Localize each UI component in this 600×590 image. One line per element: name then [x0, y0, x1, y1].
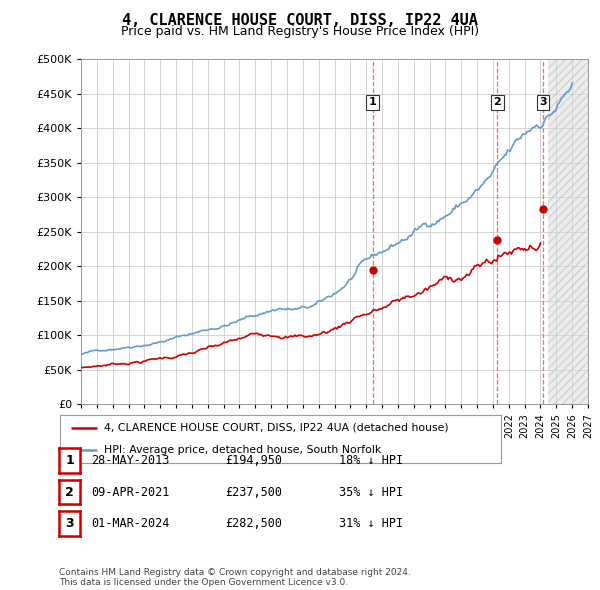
Text: 28-MAY-2013: 28-MAY-2013: [91, 454, 170, 467]
Text: 1: 1: [368, 97, 376, 107]
Text: 2: 2: [493, 97, 501, 107]
Text: 4, CLARENCE HOUSE COURT, DISS, IP22 4UA: 4, CLARENCE HOUSE COURT, DISS, IP22 4UA: [122, 13, 478, 28]
Text: 31% ↓ HPI: 31% ↓ HPI: [339, 517, 403, 530]
Text: 35% ↓ HPI: 35% ↓ HPI: [339, 486, 403, 499]
Text: £237,500: £237,500: [225, 486, 282, 499]
Text: 2: 2: [65, 486, 74, 499]
Text: 01-MAR-2024: 01-MAR-2024: [91, 517, 170, 530]
Text: 3: 3: [539, 97, 547, 107]
Text: 18% ↓ HPI: 18% ↓ HPI: [339, 454, 403, 467]
Bar: [548, 59, 588, 404]
Text: 4, CLARENCE HOUSE COURT, DISS, IP22 4UA (detached house): 4, CLARENCE HOUSE COURT, DISS, IP22 4UA …: [104, 423, 449, 433]
Text: Contains HM Land Registry data © Crown copyright and database right 2024.
This d: Contains HM Land Registry data © Crown c…: [59, 568, 410, 587]
Text: 09-APR-2021: 09-APR-2021: [91, 486, 170, 499]
Text: 1: 1: [65, 454, 74, 467]
Text: £282,500: £282,500: [225, 517, 282, 530]
Text: Price paid vs. HM Land Registry's House Price Index (HPI): Price paid vs. HM Land Registry's House …: [121, 25, 479, 38]
Text: HPI: Average price, detached house, South Norfolk: HPI: Average price, detached house, Sout…: [104, 445, 382, 455]
Text: 3: 3: [65, 517, 74, 530]
Text: £194,950: £194,950: [225, 454, 282, 467]
